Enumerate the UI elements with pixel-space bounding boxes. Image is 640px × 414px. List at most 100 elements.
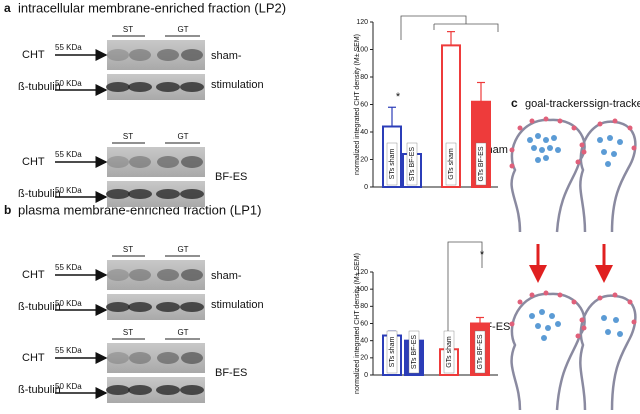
label-box — [474, 330, 486, 374]
category-label: GTs BF-ES — [477, 334, 484, 369]
band — [107, 269, 129, 281]
lane-label: ST — [123, 245, 133, 254]
band — [181, 156, 203, 168]
group-label: goal-trackers — [525, 98, 589, 110]
band — [156, 385, 180, 395]
y-tick-label: 40 — [360, 338, 368, 345]
band — [129, 49, 151, 61]
condition-label: sham- — [211, 270, 242, 282]
y-tick-label: 20 — [360, 156, 368, 163]
band — [129, 269, 151, 281]
band — [157, 156, 179, 168]
panel-title: intracellular membrane-enriched fraction… — [18, 0, 286, 15]
y-tick-label: 80 — [360, 74, 368, 81]
kda-label: 50 KDa — [55, 382, 82, 391]
y-tick-label: 0 — [364, 184, 368, 191]
y-tick-label: 40 — [360, 129, 368, 136]
band — [128, 302, 152, 312]
band — [180, 302, 204, 312]
protein-label: ß-tubulin — [18, 384, 61, 396]
condition-label: BF-ES — [215, 367, 247, 379]
y-tick-label: 120 — [356, 269, 368, 276]
kda-label: 50 KDa — [55, 79, 82, 88]
lane-label: ST — [123, 132, 133, 141]
y-axis-label: normalized integrated CHT density (M± SE… — [354, 253, 361, 394]
band — [180, 189, 204, 199]
protein-label: ß-tubulin — [18, 81, 61, 93]
kda-label: 50 KDa — [55, 299, 82, 308]
label-box — [386, 330, 398, 374]
protein-label: ß-tubulin — [18, 301, 61, 313]
lane-label: GT — [177, 25, 188, 34]
kda-label: 55 KDa — [55, 346, 82, 355]
y-tick-label: 0 — [364, 372, 368, 379]
band — [156, 82, 180, 92]
label-box — [408, 330, 420, 374]
protein-label: CHT — [22, 269, 45, 281]
y-tick-label: 100 — [356, 46, 368, 53]
band — [128, 385, 152, 395]
condition-label: BF-ES — [215, 171, 247, 183]
band — [156, 189, 180, 199]
band — [181, 352, 203, 364]
band — [157, 269, 179, 281]
condition-label: sham- — [211, 50, 242, 62]
band — [106, 189, 130, 199]
band — [129, 156, 151, 168]
panel-letter: b — [4, 203, 11, 217]
category-label: STs BF-ES — [411, 335, 418, 370]
band — [128, 82, 152, 92]
panel-letter: c — [511, 96, 518, 110]
kda-label: 55 KDa — [55, 150, 82, 159]
bracket — [447, 241, 483, 353]
annotation: * — [480, 249, 485, 261]
lane-label: GT — [177, 328, 188, 337]
y-tick-label: 80 — [360, 303, 368, 310]
y-tick-label: 60 — [360, 320, 368, 327]
band — [107, 49, 129, 61]
kda-label: 55 KDa — [55, 43, 82, 52]
category-label: GTs sham — [446, 336, 453, 368]
band — [107, 352, 129, 364]
band — [128, 189, 152, 199]
protein-label: CHT — [22, 156, 45, 168]
band — [106, 302, 130, 312]
y-tick-label: 20 — [360, 355, 368, 362]
category-label: GTs sham — [448, 148, 455, 180]
category-label: STs sham — [389, 336, 396, 367]
band — [181, 269, 203, 281]
band — [180, 385, 204, 395]
panel-letter: a — [4, 1, 11, 15]
kda-label: 50 KDa — [55, 186, 82, 195]
band — [181, 49, 203, 61]
band — [106, 385, 130, 395]
lane-label: GT — [177, 132, 188, 141]
band — [156, 302, 180, 312]
band — [157, 49, 179, 61]
kda-label: 55 KDa — [55, 263, 82, 272]
label-box — [443, 330, 455, 374]
condition-label: stimulation — [211, 299, 264, 311]
protein-label: ß-tubulin — [18, 188, 61, 200]
annotation: * — [396, 91, 401, 103]
lane-label: GT — [177, 245, 188, 254]
band — [157, 352, 179, 364]
protein-label: CHT — [22, 49, 45, 61]
lane-label: ST — [123, 25, 133, 34]
label-box — [386, 142, 398, 186]
y-tick-label: 120 — [356, 19, 368, 26]
protein-label: CHT — [22, 352, 45, 364]
category-label: STs BF-ES — [409, 147, 416, 182]
band — [106, 82, 130, 92]
category-label: GTs BF-ES — [478, 146, 485, 181]
lane-label: ST — [123, 328, 133, 337]
label-box — [406, 142, 418, 186]
diagram: c goal-trackers sign-trackers sham BF-ES — [478, 96, 640, 411]
band — [180, 82, 204, 92]
bracket — [400, 15, 499, 40]
y-axis-label: normalized integrated CHT density (M± SE… — [354, 34, 361, 175]
label-box — [445, 142, 457, 186]
condition-label: stimulation — [211, 79, 264, 91]
